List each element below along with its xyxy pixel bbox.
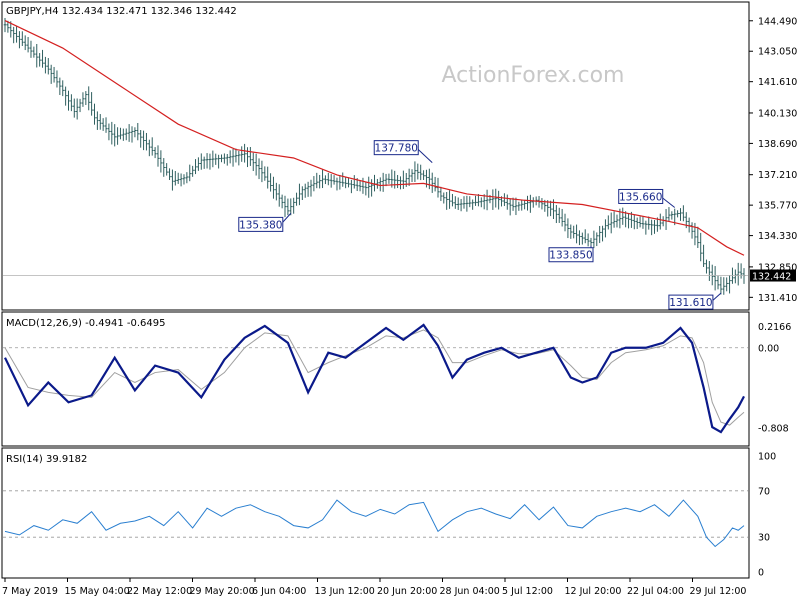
annotation-label: 133.850 [549,250,592,262]
macd-signal-line [4,329,745,426]
last-price-line-group: 132.442 [3,269,796,283]
y-tick-label: 144.490 [758,16,797,27]
x-tick-label: 12 Jul 20:00 [565,586,622,597]
annotation-box [668,294,714,310]
x-tick-label: 22 May 12:00 [127,586,192,597]
macd-line [4,323,745,434]
y-tick-label: 143.050 [758,47,797,58]
y-tick-label: 135.770 [758,201,797,212]
x-tick-label: 22 Jul 04:00 [627,586,684,597]
annotation-label: 131.610 [669,297,712,309]
rsi-panel-frame [1,447,750,579]
y-tick-label: 132.850 [758,262,797,273]
y-tick-label: 131.410 [758,293,797,304]
x-tick-label: 13 Jun 12:00 [315,586,375,597]
y-tick-label: 138.690 [758,139,797,150]
x-tick-label: 28 Jun 04:00 [440,586,500,597]
x-tick-label: 5 Jul 12:00 [502,586,553,597]
x-tick-label: 7 May 2019 [2,586,58,597]
rsi-line-group [4,499,745,548]
annotation-box [373,140,419,156]
macd-panel-header: MACD(12,26,9) -0.4941 -0.6495 [6,318,166,329]
y-tick-label: 70 [758,486,770,497]
last-price-label: 132.442 [752,272,791,283]
macd-lines-group [4,323,745,434]
y-tick-label: 140.130 [758,108,797,119]
y-tick-label: 100 [758,452,776,463]
y-tick-label: 137.210 [758,170,797,181]
y-tick-label: 0.2166 [758,322,791,333]
x-tick-label: 29 Jul 12:00 [690,586,747,597]
moving-average-line [4,20,745,256]
rsi-panel-header: RSI(14) 39.9182 [6,454,87,465]
annotation-box [618,188,664,204]
y-tick-label: 141.610 [758,77,797,88]
annotation-label: 135.380 [239,219,282,231]
y-tick-label: 0 [758,568,764,579]
annotation-box [548,247,594,263]
last-price-label-bg [750,269,796,282]
y-tick-label: -0.808 [758,423,789,434]
annotation-label: 137.780 [375,143,418,155]
x-tick-label: 29 May 20:00 [190,586,255,597]
macd-panel-frame [1,311,750,447]
x-tick-label: 15 May 04:00 [65,586,130,597]
price-panel-header: GBPJPY,H4 132.434 132.471 132.346 132.44… [6,6,237,17]
watermark-text: ActionForex.com [442,63,625,88]
x-tick-label: 6 Jun 04:00 [252,586,306,597]
annotations-group: 137.780 135.380 133.850 135.660 131.610 [238,140,722,310]
price-panel-frame [1,1,750,311]
annotation-box [238,216,284,232]
y-tick-label: 0.00 [758,343,779,354]
annotation-leader [415,147,433,164]
moving-average-group [4,20,745,256]
x-tick-label: 20 Jun 20:00 [377,586,437,597]
y-tick-label: 30 [758,533,770,544]
y-axis-tick-labels: 144.490 143.050 141.610 140.130 138.690 137.2… [749,16,797,579]
rsi-line [4,499,745,548]
y-tick-label: 134.330 [758,231,797,242]
annotation-label: 135.660 [619,191,662,203]
rsi-levels-group [3,490,748,538]
